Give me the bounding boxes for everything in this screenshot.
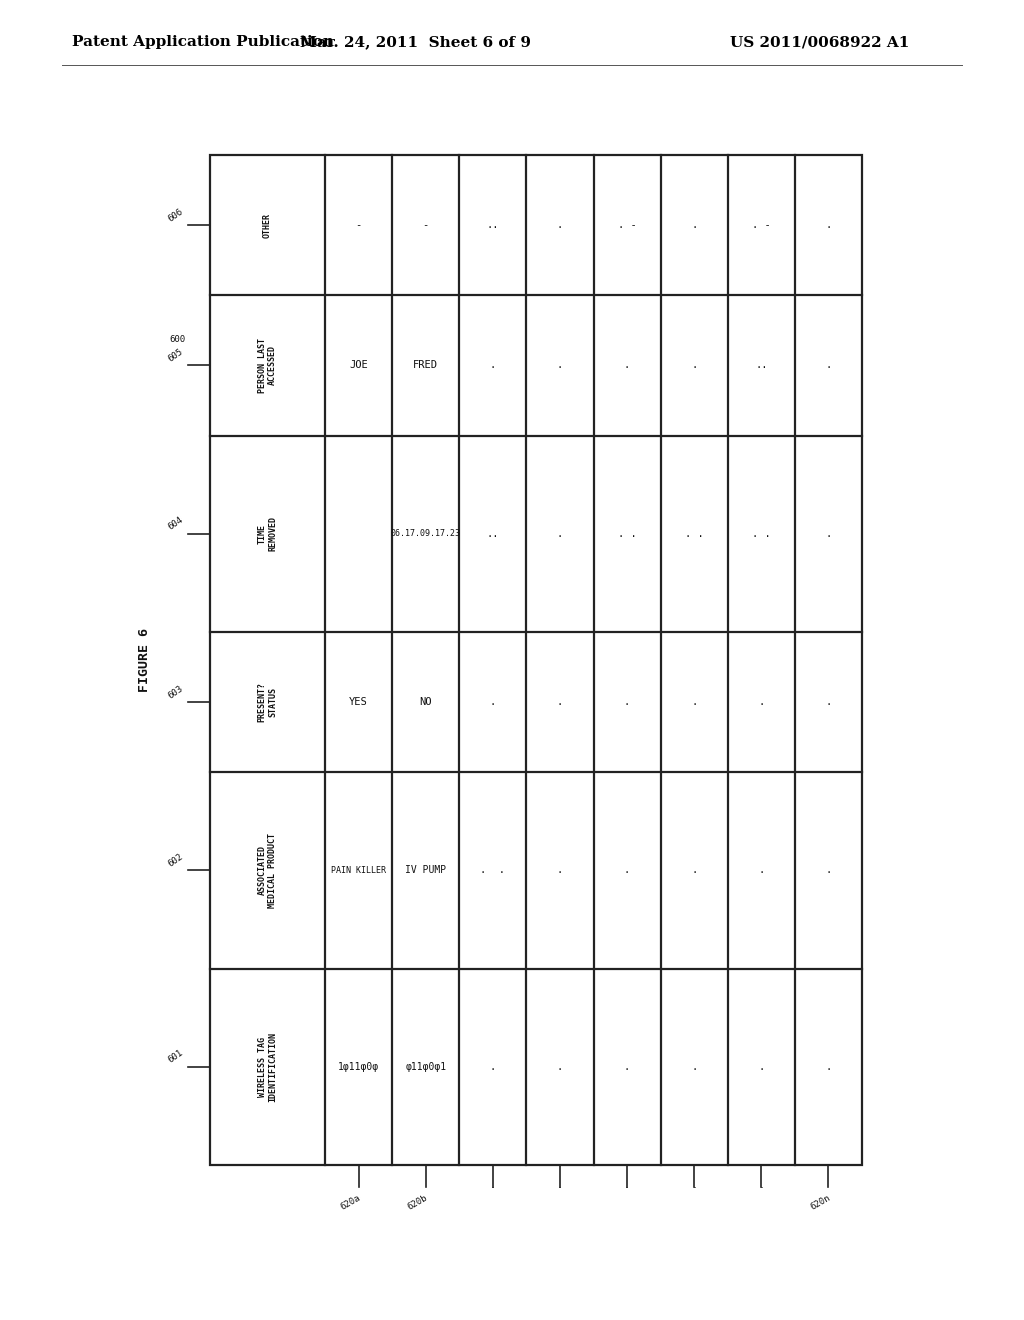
Text: .: . xyxy=(624,697,630,708)
Text: ..: .. xyxy=(486,220,499,230)
Text: .: . xyxy=(825,697,831,708)
Text: Patent Application Publication: Patent Application Publication xyxy=(72,36,334,49)
Text: .: . xyxy=(825,360,831,371)
Text: YES: YES xyxy=(349,697,368,708)
Text: .  .: . . xyxy=(480,866,505,875)
Text: TIME
REMOVED: TIME REMOVED xyxy=(258,516,278,552)
Text: .: . xyxy=(558,1179,562,1192)
Text: . .: . . xyxy=(685,529,703,539)
Text: . .: . . xyxy=(617,529,637,539)
Text: .: . xyxy=(624,1061,630,1072)
Text: .: . xyxy=(825,529,831,539)
Text: .: . xyxy=(758,1061,765,1072)
Text: .: . xyxy=(557,360,563,371)
Text: US 2011/0068922 A1: US 2011/0068922 A1 xyxy=(730,36,909,49)
Text: .: . xyxy=(625,1179,629,1192)
Text: 620b: 620b xyxy=(407,1193,429,1212)
Text: .: . xyxy=(624,866,630,875)
Text: 600: 600 xyxy=(169,335,185,345)
Text: PAIN KILLER: PAIN KILLER xyxy=(331,866,386,875)
Text: .: . xyxy=(691,220,697,230)
Text: NO: NO xyxy=(420,697,432,708)
Text: 606: 606 xyxy=(167,207,185,223)
Text: FRED: FRED xyxy=(414,360,438,371)
Text: Mar. 24, 2011  Sheet 6 of 9: Mar. 24, 2011 Sheet 6 of 9 xyxy=(299,36,530,49)
Text: ..: .. xyxy=(486,529,499,539)
Text: ..: .. xyxy=(755,360,768,371)
Text: .: . xyxy=(758,697,765,708)
Text: 601: 601 xyxy=(167,1048,185,1065)
Text: PERSON LAST
ACCESSED: PERSON LAST ACCESSED xyxy=(258,338,278,393)
Text: .: . xyxy=(557,529,563,539)
Text: .: . xyxy=(557,866,563,875)
Text: ASSOCIATED
MEDICAL PRODUCT: ASSOCIATED MEDICAL PRODUCT xyxy=(258,833,278,908)
Text: IV PUMP: IV PUMP xyxy=(406,866,446,875)
Text: .: . xyxy=(692,1179,696,1192)
Text: PRESENT?
STATUS: PRESENT? STATUS xyxy=(258,682,278,722)
Text: .: . xyxy=(691,360,697,371)
Text: -: - xyxy=(355,220,361,230)
Text: .: . xyxy=(691,1061,697,1072)
Text: .: . xyxy=(624,360,630,371)
Text: .: . xyxy=(825,1061,831,1072)
Text: . .: . . xyxy=(752,529,771,539)
Text: 604: 604 xyxy=(167,515,185,532)
Text: .: . xyxy=(825,220,831,230)
Text: 602: 602 xyxy=(167,853,185,869)
Text: .: . xyxy=(489,697,496,708)
Text: .: . xyxy=(557,220,563,230)
Text: WIRELESS TAG
IDENTIFICATION: WIRELESS TAG IDENTIFICATION xyxy=(258,1032,278,1102)
Text: .: . xyxy=(825,866,831,875)
Text: OTHER: OTHER xyxy=(263,213,272,238)
Text: .: . xyxy=(691,866,697,875)
Text: .: . xyxy=(489,360,496,371)
Text: .: . xyxy=(691,697,697,708)
Text: -: - xyxy=(423,220,429,230)
Text: .: . xyxy=(758,866,765,875)
Text: 620a: 620a xyxy=(339,1193,362,1212)
Text: 1φ11φ0φ: 1φ11φ0φ xyxy=(338,1061,379,1072)
Text: .: . xyxy=(760,1179,763,1192)
Text: . -: . - xyxy=(617,220,637,230)
Bar xyxy=(210,154,862,1166)
Text: 620n: 620n xyxy=(809,1193,831,1212)
Text: .: . xyxy=(557,1061,563,1072)
Text: φ11φ0φ1: φ11φ0φ1 xyxy=(406,1061,446,1072)
Text: . -: . - xyxy=(752,220,771,230)
Text: FIGURE 6: FIGURE 6 xyxy=(138,628,152,692)
Text: 605: 605 xyxy=(167,347,185,364)
Text: 06.17.09.17.23: 06.17.09.17.23 xyxy=(391,529,461,539)
Text: 603: 603 xyxy=(167,684,185,701)
Text: .: . xyxy=(489,1061,496,1072)
Text: .: . xyxy=(490,1179,495,1192)
Text: .: . xyxy=(557,697,563,708)
Text: JOE: JOE xyxy=(349,360,368,371)
